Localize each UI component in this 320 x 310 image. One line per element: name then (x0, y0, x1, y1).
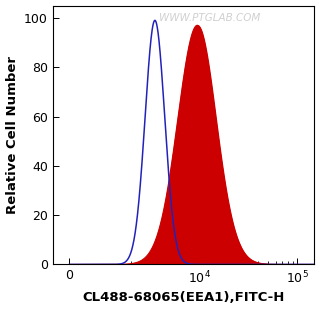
Text: WWW.PTGLAB.COM: WWW.PTGLAB.COM (159, 13, 260, 23)
X-axis label: CL488-68065(EEA1),FITC-H: CL488-68065(EEA1),FITC-H (83, 291, 285, 304)
Y-axis label: Relative Cell Number: Relative Cell Number (5, 56, 19, 214)
